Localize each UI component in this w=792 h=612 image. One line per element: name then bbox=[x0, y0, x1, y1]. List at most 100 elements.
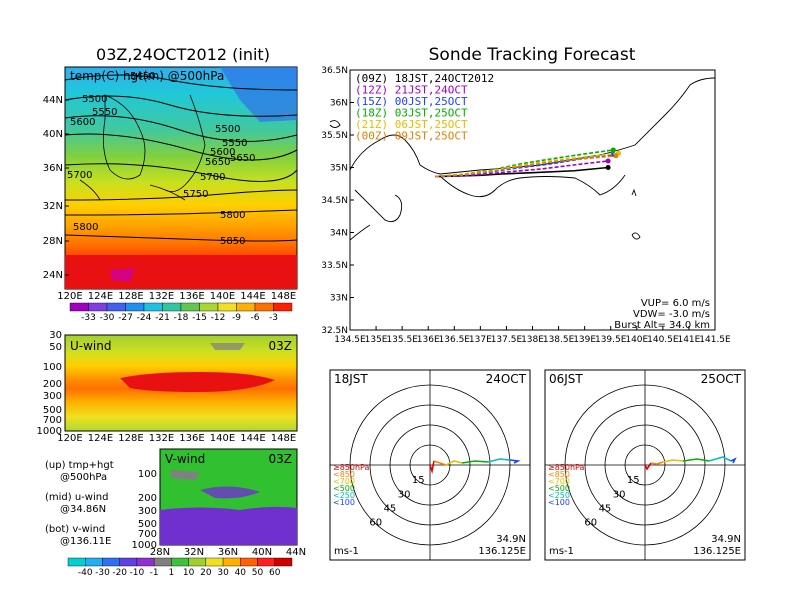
pressure-tick: 100 bbox=[43, 362, 62, 373]
contour-label: 5800 bbox=[220, 210, 245, 221]
hodograph-trace bbox=[445, 460, 463, 466]
lon-tick: 148E bbox=[271, 433, 296, 444]
hodograph-trace bbox=[650, 461, 664, 465]
colorbar-label: -27 bbox=[118, 313, 133, 323]
lat-tick: 40N bbox=[43, 129, 63, 140]
contour-label: 5750 bbox=[183, 189, 208, 200]
track-end-point bbox=[605, 165, 611, 170]
colorbar-label: -30 bbox=[100, 313, 115, 323]
colorbar-label: -40 bbox=[78, 568, 93, 578]
temp-map-legend-label: temp(C) hgt(m) @500hPa bbox=[70, 69, 224, 83]
lon-tick: 140E bbox=[625, 335, 648, 345]
lon-tick: 139E bbox=[573, 335, 596, 345]
u-wind-label: U-wind bbox=[70, 339, 111, 353]
lon-tick: 140E bbox=[210, 291, 235, 302]
contour-labels: 5450 5500 5500 5550 5550 5600 5600 5650 … bbox=[67, 71, 255, 247]
colorbar-swatch bbox=[85, 557, 103, 567]
temp-map-title: 03Z,24OCT2012 (init) bbox=[96, 45, 270, 64]
polar-time-label: 06JST bbox=[549, 372, 583, 386]
colorbar-label: -12 bbox=[211, 313, 226, 323]
polar-time-label: 18JST bbox=[334, 372, 368, 386]
lat-tick: 24N bbox=[43, 270, 63, 281]
pressure-tick: 100 bbox=[138, 469, 157, 480]
colorbar-swatch bbox=[153, 557, 172, 567]
track-end-point bbox=[613, 153, 619, 159]
hodograph-trace bbox=[461, 460, 489, 464]
contour-label: 5800 bbox=[73, 222, 98, 233]
colorbar-swatch bbox=[254, 302, 274, 312]
lon-tick: 148E bbox=[271, 291, 296, 302]
lon-tick: 140.5E bbox=[647, 335, 679, 345]
hodograph-trace bbox=[433, 460, 447, 466]
pressure-tick: 30 bbox=[49, 330, 62, 341]
lat-tick: 36N bbox=[218, 547, 238, 558]
colorbar-label: 20 bbox=[200, 568, 212, 578]
lat-tick: 32.5N bbox=[321, 326, 348, 336]
pressure-legend-entry: <250 bbox=[548, 491, 570, 500]
hodograph-trace bbox=[682, 458, 710, 462]
vup-text: VUP= 6.0 m/s bbox=[641, 298, 710, 309]
note-up2: @500hPa bbox=[60, 472, 107, 483]
pressure-legend-entry: <850 bbox=[333, 470, 355, 479]
track-line bbox=[434, 149, 614, 178]
run-legend-entry: (15Z) 00JST,25OCT bbox=[355, 95, 468, 108]
pressure-legend-entry: <850 bbox=[548, 470, 570, 479]
colorbar-swatch bbox=[240, 557, 258, 567]
lat-tick: 44N bbox=[43, 95, 63, 106]
note-mid2: @34.86N bbox=[60, 504, 106, 515]
contour-label: 5600 bbox=[210, 147, 235, 158]
colorbar-label: -33 bbox=[81, 313, 96, 323]
polar-lon: 136.125E bbox=[693, 546, 741, 557]
lon-tick: 136E bbox=[417, 335, 440, 345]
lon-tick: 132E bbox=[149, 433, 174, 444]
colorbar-label: -21 bbox=[155, 313, 170, 323]
lat-tick: 32N bbox=[43, 201, 63, 212]
ring-label: 60 bbox=[369, 518, 382, 529]
hodograph-trace bbox=[644, 462, 652, 471]
contour-label: 5550 bbox=[222, 138, 247, 149]
colorbar-swatch bbox=[273, 302, 293, 312]
lon-tick: 138E bbox=[521, 335, 544, 345]
ring-label: 45 bbox=[599, 503, 612, 514]
colorbar-swatch bbox=[88, 302, 108, 312]
run-legend-entry: (18Z) 03JST,25OCT bbox=[355, 107, 468, 120]
note-up: (up) tmp+hgt bbox=[45, 460, 114, 471]
lon-tick: 134.5E bbox=[334, 335, 366, 345]
colorbar-swatch bbox=[205, 557, 224, 567]
colorbar-label: 40 bbox=[235, 568, 247, 578]
hodograph-trace bbox=[662, 459, 684, 463]
lon-tick: 140E bbox=[210, 433, 235, 444]
colorbar-swatch bbox=[162, 302, 182, 312]
colorbar-swatch bbox=[222, 557, 241, 567]
colorbar-swatch bbox=[274, 557, 293, 567]
lon-tick: 135.5E bbox=[386, 335, 418, 345]
polar-date-label: 24OCT bbox=[486, 372, 527, 386]
colorbar-swatch bbox=[171, 557, 189, 567]
contour-label: 5650 bbox=[230, 153, 255, 164]
track-end-point bbox=[610, 147, 616, 153]
colorbar-label: -15 bbox=[192, 313, 207, 323]
tracking-title: Sonde Tracking Forecast bbox=[429, 45, 636, 65]
pressure-tick: 200 bbox=[138, 493, 157, 504]
lat-tick: 36N bbox=[330, 99, 348, 109]
lon-tick: 138.5E bbox=[543, 335, 575, 345]
colorbar-label: 60 bbox=[269, 568, 281, 578]
run-legend-entry: (00Z) 09JST,25OCT bbox=[355, 130, 468, 143]
temp-map-panel: 03Z,24OCT2012 (init) 5450 5500 bbox=[43, 45, 298, 323]
lat-tick: 32N bbox=[184, 547, 204, 558]
lat-tick: 33.5N bbox=[321, 261, 348, 271]
colorbar-label: -20 bbox=[112, 568, 127, 578]
lat-tick: 36N bbox=[43, 163, 63, 174]
lon-tick: 120E bbox=[57, 433, 82, 444]
hodograph-trace bbox=[509, 459, 521, 464]
colorbar-swatch bbox=[180, 302, 200, 312]
pressure-tick: 700 bbox=[43, 415, 62, 426]
panel-notes: (up) tmp+hgt @500hPa (mid) u-wind @34.86… bbox=[45, 460, 114, 547]
lat-tick: 35N bbox=[330, 164, 348, 174]
note-bot: (bot) v-wind bbox=[45, 524, 105, 535]
colorbar-swatch bbox=[119, 557, 138, 567]
lat-tick: 34N bbox=[330, 229, 348, 239]
